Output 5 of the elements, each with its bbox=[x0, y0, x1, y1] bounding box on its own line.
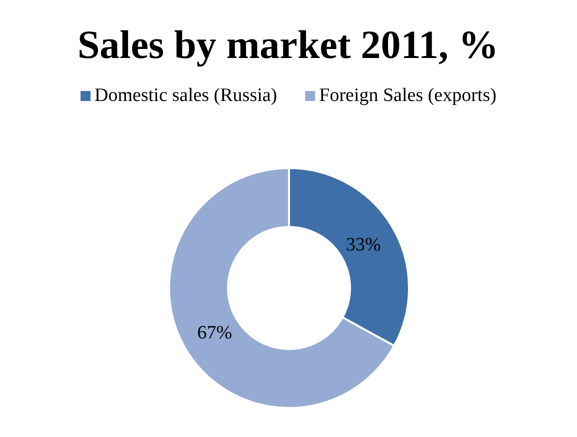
legend-label: Foreign Sales (exports) bbox=[319, 85, 496, 106]
data-label: 33% bbox=[346, 234, 381, 256]
data-label: 67% bbox=[197, 322, 232, 344]
chart-title: Sales by market 2011, % bbox=[77, 22, 499, 67]
legend-label: Domestic sales (Russia) bbox=[94, 85, 278, 106]
